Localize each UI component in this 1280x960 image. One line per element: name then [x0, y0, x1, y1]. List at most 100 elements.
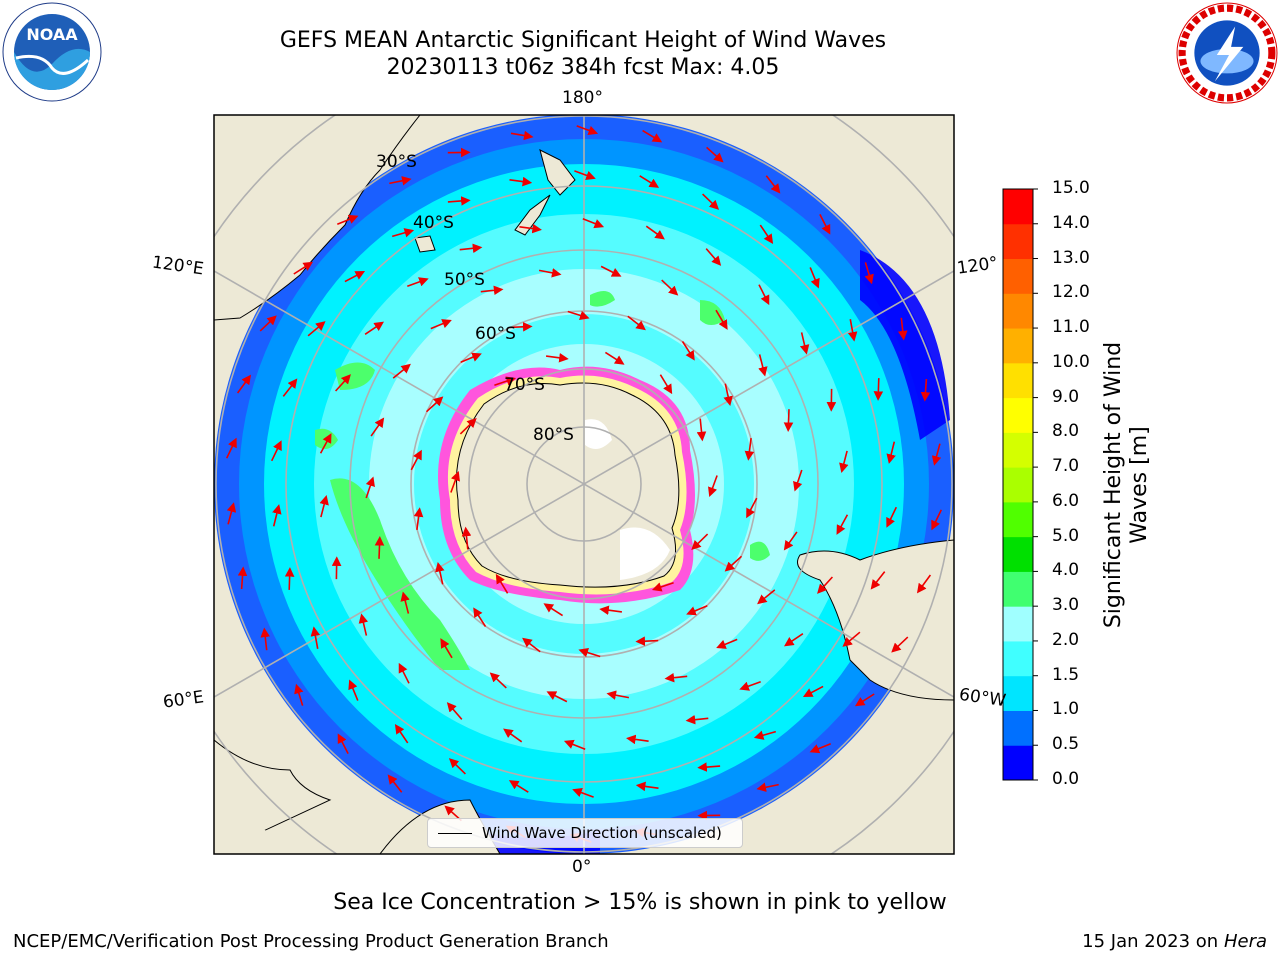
wind-wave-arrow [410, 449, 422, 471]
wind-wave-arrow [715, 309, 728, 330]
wind-wave-arrow [578, 647, 601, 658]
wind-wave-arrow [522, 637, 541, 653]
wind-wave-arrow [538, 268, 562, 278]
wind-wave-arrow [348, 679, 359, 701]
wind-wave-arrow [604, 351, 625, 365]
wind-wave-arrow [480, 285, 504, 296]
lat-label-80s: 80°S [533, 425, 574, 445]
wind-wave-arrow [509, 176, 533, 187]
wind-wave-arrow [886, 441, 896, 464]
wind-wave-arrow [627, 315, 646, 331]
wind-wave-arrow [272, 504, 282, 527]
colorbar-tick-label: 11.0 [1052, 317, 1090, 338]
wind-wave-arrow [606, 690, 630, 700]
wind-wave-arrow [626, 734, 649, 745]
wind-wave-arrow [450, 470, 460, 493]
colorbar-frame [1002, 188, 1034, 781]
wind-wave-arrow [398, 662, 410, 684]
wind-wave-arrow [435, 562, 445, 585]
wind-wave-arrow [916, 574, 932, 594]
wind-wave-arrow [708, 475, 718, 498]
lat-label-70s: 70°S [504, 375, 545, 395]
wind-wave-arrow [374, 536, 385, 559]
wind-wave-arrow [809, 742, 832, 754]
wind-wave-arrow [685, 714, 709, 725]
wind-wave-arrow [854, 693, 875, 707]
colorbar-tick-label: 10.0 [1052, 351, 1090, 372]
wind-wave-arrow [817, 576, 833, 594]
colorbar-swatch [1003, 606, 1033, 642]
wind-wave-arrow [582, 218, 605, 229]
wind-wave-arrow [310, 626, 321, 649]
colorbar-tick-label: 9.0 [1052, 386, 1080, 407]
wind-wave-arrow [336, 214, 359, 226]
colorbar-swatch [1003, 640, 1033, 677]
wind-wave-arrow [756, 782, 779, 792]
wind-wave-arrow [567, 310, 590, 321]
chart-title: GEFS MEAN Antarctic Significant Height o… [279, 28, 887, 53]
wind-wave-arrow [635, 781, 659, 792]
nws-logo-icon [1176, 2, 1278, 104]
map-canvas [214, 115, 954, 854]
wind-wave-arrow [842, 631, 861, 647]
wind-wave-arrow [546, 691, 568, 703]
wind-wave-arrow [510, 130, 534, 141]
wind-wave-arrow [407, 277, 429, 288]
wind-wave-arrow [282, 378, 298, 397]
map-frame [213, 114, 955, 855]
colorbar-title: Significant Height of Wind Waves [m] [1101, 341, 1152, 629]
wind-wave-arrow [226, 502, 237, 525]
wind-wave-arrow [446, 702, 463, 720]
colorbar-swatch [1003, 223, 1033, 260]
wind-wave-arrow [319, 495, 329, 518]
colorbar-swatch [1003, 536, 1033, 572]
colorbar-swatch [1003, 710, 1033, 746]
wind-wave-arrow [847, 319, 858, 342]
wind-wave-arrow [746, 497, 758, 519]
wind-wave-arrow [574, 170, 596, 180]
wind-wave-arrow [473, 607, 487, 628]
wind-wave-arrow [639, 175, 660, 188]
wind-wave-arrow [389, 176, 412, 186]
wind-wave-arrow [294, 683, 304, 706]
colorbar-tick-label: 1.0 [1052, 699, 1080, 720]
colorbar-swatch [1003, 571, 1033, 607]
wind-wave-arrow [758, 284, 770, 306]
wind-wave-arrow [392, 363, 411, 379]
wind-wave-arrow [508, 780, 529, 793]
wind-wave-arrow [783, 531, 798, 551]
colorbar-tick-label: 0.0 [1052, 769, 1080, 789]
colorbar-swatch [1003, 293, 1033, 329]
map-legend: Wind Wave Direction (unscaled) [427, 818, 743, 848]
wind-wave-arrow [758, 354, 768, 377]
wind-wave-arrow [706, 146, 724, 163]
colorbar-tick-label: 12.0 [1052, 282, 1090, 303]
wind-wave-arrow [459, 243, 483, 254]
wind-wave-arrow [236, 374, 252, 394]
wind-wave-arrow [661, 279, 679, 296]
wind-wave-arrow [886, 506, 898, 528]
colorbar-swatch [1003, 189, 1033, 225]
wind-wave-direction-arrows [225, 125, 943, 843]
noaa-logo-icon: NOAA [2, 2, 102, 102]
colorbar-tick-label: 14.0 [1052, 212, 1090, 233]
wind-wave-arrow [260, 627, 271, 651]
wind-wave-arrow [757, 589, 776, 605]
wind-wave-arrow [391, 228, 415, 238]
wind-wave-arrow [664, 672, 688, 683]
colorbar [1002, 188, 1038, 781]
wind-wave-arrow [870, 571, 886, 590]
wind-wave-arrow [783, 409, 794, 432]
wind-wave-arrow [793, 469, 803, 492]
wind-wave-arrow [576, 125, 599, 135]
wind-wave-arrow [802, 685, 824, 698]
wind-wave-arrow [642, 129, 663, 143]
wind-wave-arrow [686, 605, 708, 616]
wind-wave-arrow [697, 762, 721, 772]
wind-wave-arrow [335, 374, 351, 392]
wind-wave-arrow [705, 248, 722, 266]
colorbar-tick-label: 7.0 [1052, 456, 1080, 477]
colorbar-tick-label: 0.5 [1052, 734, 1080, 755]
wind-wave-arrow [387, 774, 403, 793]
wind-wave-arrow [696, 418, 707, 442]
